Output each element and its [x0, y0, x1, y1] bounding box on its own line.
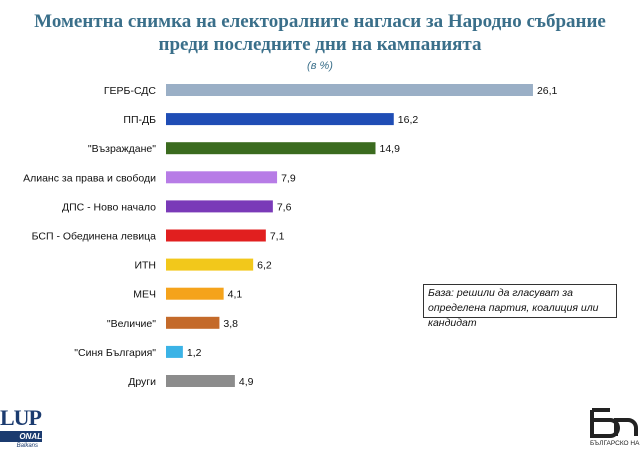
value-label-6: 6,2 [257, 260, 272, 272]
bnr-logo-caption: БЪЛГАРСКО НА [590, 440, 640, 447]
value-label-1: 16,2 [398, 114, 419, 126]
chart-title-line2: преди последните дни на кампанията [158, 34, 482, 55]
gallup-logo-subtext: Balkans [16, 443, 38, 449]
bar-8 [166, 316, 220, 329]
category-label-8: "Величие" [107, 318, 156, 330]
value-label-4: 7,6 [277, 201, 292, 213]
bar-6 [166, 258, 254, 271]
gallup-logo-text: LUP [0, 405, 42, 430]
category-label-1: ПП-ДБ [123, 114, 156, 126]
gallup-logo-band: ONAL [0, 431, 42, 442]
value-label-8: 3,8 [223, 318, 238, 330]
chart-title-line1: Моментна снимка на електоралните нагласи… [34, 11, 606, 32]
bnr-logo-mark [590, 408, 638, 438]
category-label-7: МЕЧ [133, 289, 156, 301]
category-label-4: ДПС - Ново начало [62, 201, 156, 213]
value-label-10: 4,9 [239, 376, 254, 388]
bnr-logo: БЪЛГАРСКО НА [588, 404, 640, 451]
category-label-3: Алианс за права и свободи [23, 172, 156, 184]
base-note: База: решили да гласуват за определена п… [423, 284, 617, 329]
value-label-0: 26,1 [537, 85, 558, 97]
bar-0 [166, 84, 533, 96]
chart-title: Моментна снимка на електоралните нагласи… [0, 10, 640, 56]
category-label-9: "Синя България" [74, 347, 156, 359]
gallup-logo: LUP ONAL Balkans [0, 405, 42, 451]
chart-subtitle: (в %) [307, 60, 333, 72]
category-label-0: ГЕРБ-СДС [104, 85, 157, 97]
category-label-6: ИТН [134, 260, 156, 272]
bar-9 [166, 345, 183, 358]
bar-10 [166, 375, 235, 387]
value-label-5: 7,1 [270, 231, 285, 243]
bar-2 [166, 142, 376, 155]
value-label-2: 14,9 [379, 143, 400, 155]
category-label-10: Други [128, 376, 156, 388]
value-label-7: 4,1 [228, 289, 243, 301]
value-label-3: 7,9 [281, 172, 296, 184]
bar-1 [166, 113, 394, 126]
bar-3 [166, 171, 278, 184]
bar-7 [166, 287, 224, 300]
bar-4 [166, 200, 273, 213]
category-label-5: БСП - Обединена левица [32, 231, 157, 243]
category-label-2: "Възраждане" [88, 143, 156, 155]
value-label-9: 1,2 [187, 347, 202, 359]
bar-5 [166, 229, 266, 242]
